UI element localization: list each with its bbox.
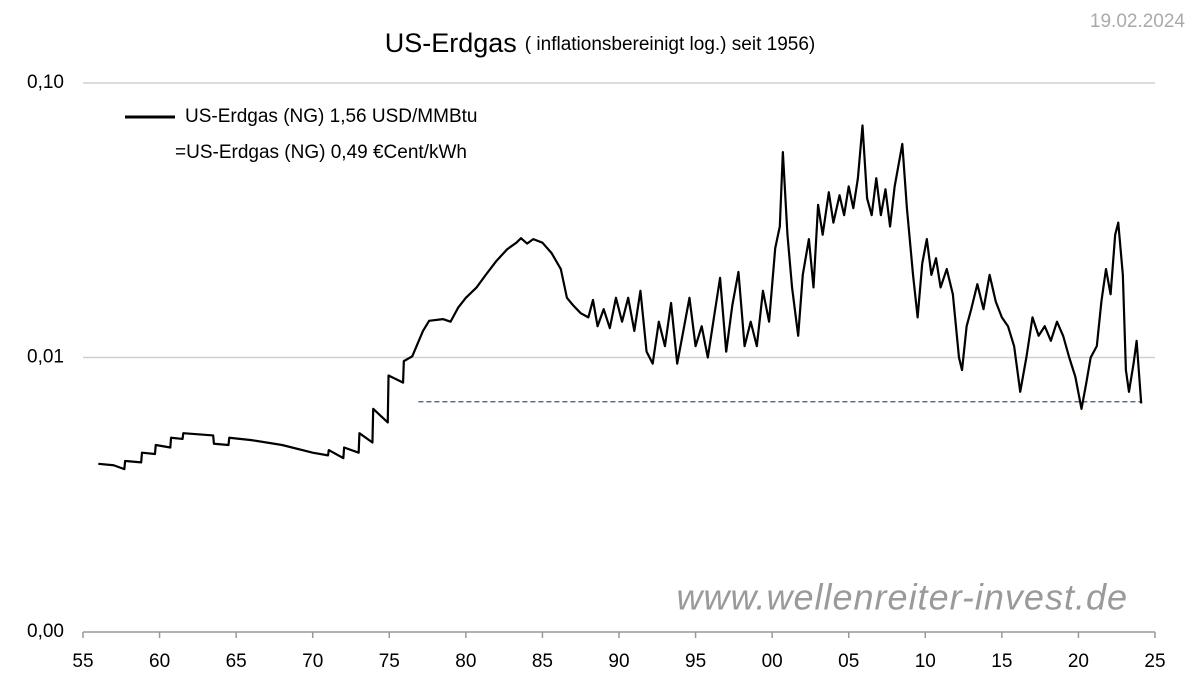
legend-label: US-Erdgas (NG) 1,56 USD/MMBtu (185, 106, 477, 127)
title: US-Erdgas (385, 28, 517, 58)
y-tick-label: 0,10 (27, 72, 64, 93)
x-tick-label: 60 (149, 651, 170, 672)
x-tick-label: 20 (1068, 651, 1089, 672)
x-tick-label: 70 (302, 651, 323, 672)
x-tick-label: 10 (915, 651, 936, 672)
y-tick-label: 0,01 (27, 347, 64, 368)
x-tick-label: 00 (762, 651, 783, 672)
x-tick-label: 65 (226, 651, 247, 672)
x-tick-label: 75 (379, 651, 400, 672)
x-tick-label: 05 (838, 651, 859, 672)
chart-title: US-Erdgas ( inflationsbereinigt log.) sei… (385, 28, 815, 58)
x-tick-label: 90 (608, 651, 629, 672)
y-tick-label: 0,00 (27, 621, 64, 642)
x-tick-label: 25 (1144, 651, 1165, 672)
watermark: www.wellenreiter-invest.de (676, 577, 1128, 618)
x-tick-label: 55 (72, 651, 93, 672)
x-tick-label: 80 (455, 651, 476, 672)
x-tick-label: 85 (532, 651, 553, 672)
series-line (98, 124, 1143, 471)
x-tick-label: 15 (991, 651, 1012, 672)
date: 19.02.2024 (1090, 11, 1186, 32)
legend-note: =US-Erdgas (NG) 0,49 €Cent/kWh (175, 142, 467, 163)
subtitle: ( inflationsbereinigt log.) seit 1956) (525, 34, 815, 55)
x-tick-label: 95 (685, 651, 706, 672)
